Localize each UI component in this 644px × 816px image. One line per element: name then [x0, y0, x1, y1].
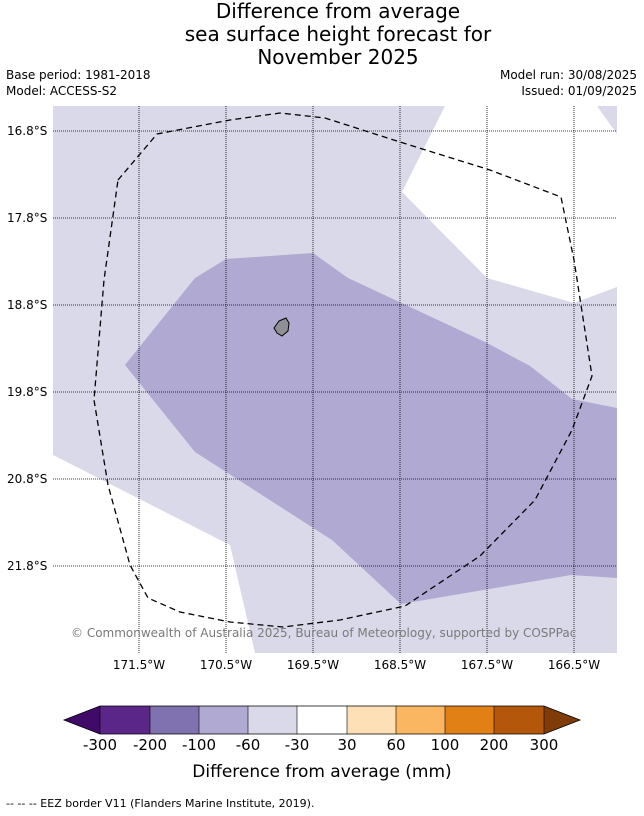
colorbar: [62, 705, 582, 735]
lon-label-1: 171.5°W: [112, 658, 166, 672]
colorbar-tick-9: 200: [479, 736, 509, 754]
meta-right: Model run: 30/08/2025 Issued: 01/09/2025: [500, 67, 637, 99]
colorbar-dividers: [99, 706, 545, 734]
lat-label-3: 18.8°S: [7, 298, 48, 312]
eez-legend-note: -- -- -- EEZ border V11 (Flanders Marine…: [6, 797, 315, 810]
colorbar-tick-5: -30: [284, 736, 310, 754]
colorbar-label: Difference from average (mm): [192, 762, 452, 782]
colorbar-swatch-10: [544, 706, 580, 734]
colorbar-swatch-1: [100, 706, 150, 734]
lat-label-4: 19.8°S: [7, 385, 48, 399]
lon-label-3: 169.5°W: [286, 658, 340, 672]
colorbar-swatch-9: [494, 706, 544, 734]
lon-label-2: 170.5°W: [199, 658, 253, 672]
colorbar-tick-6: 30: [337, 736, 357, 754]
title-line-1: Difference from average: [215, 0, 461, 23]
lat-label-6: 21.8°S: [7, 559, 48, 573]
lat-label-2: 17.8°S: [7, 211, 48, 225]
model-name: Model: ACCESS-S2: [6, 84, 118, 98]
title-line-3: November 2025: [257, 45, 419, 69]
eez-border: [93, 112, 593, 628]
issued-date: Issued: 01/09/2025: [521, 84, 637, 98]
lat-label-1: 16.8°S: [7, 124, 48, 138]
copyright-notice: © Commonwealth of Australia 2025, Bureau…: [71, 626, 577, 640]
model-run: Model run: 30/08/2025: [499, 68, 637, 82]
colorbar-tick-2: -200: [132, 736, 168, 754]
colorbar-swatch-8: [445, 706, 494, 734]
neutral-area-northeast: [402, 106, 617, 303]
title-line-2: sea surface height forecast for: [184, 22, 492, 46]
base-period: Base period: 1981-2018: [6, 68, 151, 82]
colorbar-tick-3: -100: [181, 736, 217, 754]
neutral-area-southwest: [53, 455, 255, 653]
graticule: [53, 106, 617, 653]
lon-label-5: 167.5°W: [460, 658, 514, 672]
moderate-anomaly-area: [125, 253, 617, 604]
colorbar-swatch-5: [297, 706, 347, 734]
sea-height-map: [53, 106, 617, 653]
colorbar-tick-7: 60: [386, 736, 406, 754]
map-title: Difference from average sea surface heig…: [0, 0, 644, 69]
colorbar-swatch-4: [248, 706, 297, 734]
lat-label-5: 20.8°S: [7, 472, 48, 486]
lon-label-4: 168.5°W: [373, 658, 427, 672]
colorbar-swatch-2: [150, 706, 199, 734]
lon-label-6: 166.5°W: [547, 658, 601, 672]
meta-left: Base period: 1981-2018 Model: ACCESS-S2: [6, 67, 151, 99]
colorbar-swatch-3: [199, 706, 248, 734]
colorbar-swatch-7: [396, 706, 445, 734]
colorbar-tick-10: 300: [529, 736, 559, 754]
colorbar-swatch-0: [64, 706, 100, 734]
island-niue: [273, 317, 290, 337]
colorbar-tick-1: -300: [82, 736, 118, 754]
colorbar-tick-4: -60: [235, 736, 261, 754]
colorbar-tick-8: 100: [430, 736, 460, 754]
colorbar-swatch-6: [347, 706, 396, 734]
